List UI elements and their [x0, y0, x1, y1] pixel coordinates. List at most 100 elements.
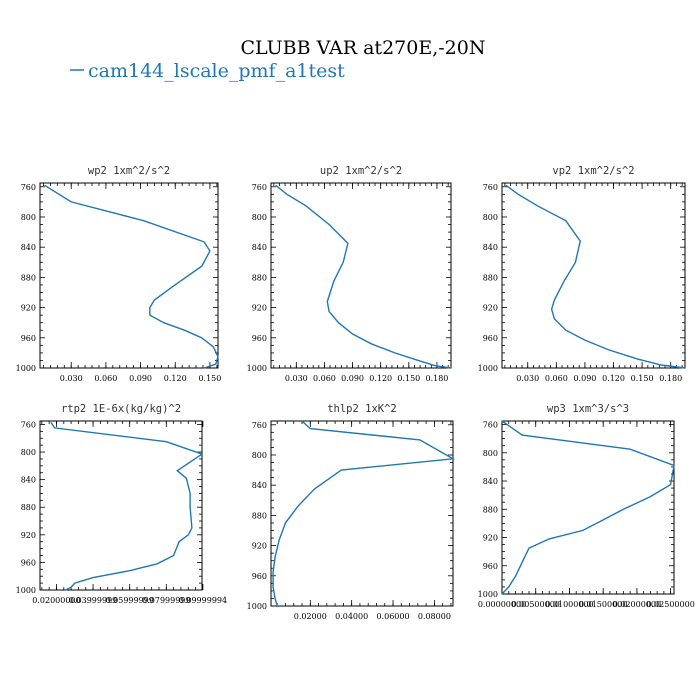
y-tick-label: 920 [483, 534, 498, 543]
y-tick-label: 840 [252, 481, 267, 490]
panel-title: thlp2 1xK^2 [327, 403, 397, 415]
series-line [275, 184, 452, 369]
x-tick-label: 0.02000000 [613, 600, 661, 609]
y-tick-label: 920 [252, 542, 267, 551]
panel-frame [39, 182, 219, 369]
y-tick-label: 760 [252, 421, 267, 430]
y-tick-label: 880 [483, 505, 498, 514]
x-tick-label: 0.150 [397, 374, 420, 383]
y-tick-label: 880 [21, 503, 36, 512]
panel-1: wp2 1xm^2/s^2 760 800 840 880 920 960 1000 0.030… [16, 165, 222, 383]
panel-2: up2 1xm^2/s^2 760 800 840 880 920 960 1000 0.030… [247, 165, 452, 383]
y-tick-label: 800 [483, 213, 498, 222]
x-tick-label: 0.00500000 [512, 600, 560, 609]
series-line [505, 184, 686, 369]
series-line [50, 422, 204, 591]
y-tick-label: 800 [21, 448, 36, 457]
series-line [501, 420, 675, 595]
x-tick-label: 0.030 [60, 374, 83, 383]
y-tick-label: 760 [21, 183, 36, 192]
y-tick-label: 920 [483, 304, 498, 313]
x-tick-label: 0.150 [198, 374, 221, 383]
panel-title: vp2 1xm^2/s^2 [552, 165, 634, 177]
x-tick-label: 0.04000 [335, 612, 368, 621]
y-tick-label: 960 [21, 334, 36, 343]
y-tick-label: 880 [21, 273, 36, 282]
x-tick-label: 0.060 [94, 374, 117, 383]
x-tick-label: 0.07999999 [142, 596, 190, 605]
panel-title: rtp2 1E-6x(kg/kg)^2 [61, 403, 181, 415]
x-tick-label: 0.02500000 [646, 600, 694, 609]
series-line [44, 184, 219, 369]
panel-frame [501, 420, 675, 595]
x-tick-label: 0.030 [285, 374, 308, 383]
panel-title: wp2 1xm^2/s^2 [88, 165, 170, 177]
x-tick-label: 0.060 [545, 374, 568, 383]
y-tick-label: 1000 [16, 364, 36, 373]
panel-title: up2 1xm^2/s^2 [320, 165, 402, 177]
series-line [272, 420, 456, 607]
y-tick-label: 1000 [478, 364, 498, 373]
x-tick-label: 0.180 [425, 374, 448, 383]
y-tick-label: 1000 [247, 602, 267, 611]
y-tick-label: 880 [252, 511, 267, 520]
panel-5: thlp2 1xK^2 760 800 840 880 920 960 1000 0.02000… [247, 403, 456, 621]
y-tick-label: 760 [21, 420, 36, 429]
panel-frame [270, 182, 452, 369]
y-tick-label: 880 [483, 273, 498, 282]
y-tick-label: 800 [483, 449, 498, 458]
x-tick-label: 0.090 [129, 374, 152, 383]
x-tick-label: 0.09999994 [179, 596, 227, 605]
y-tick-label: 960 [483, 334, 498, 343]
x-tick-label: 0.120 [164, 374, 187, 383]
x-tick-label: 0.06000 [376, 612, 409, 621]
y-tick-label: 760 [252, 183, 267, 192]
y-tick-label: 1000 [247, 364, 267, 373]
y-tick-label: 920 [252, 304, 267, 313]
x-tick-label: 0.060 [313, 374, 336, 383]
x-tick-label: 0.08000 [418, 612, 451, 621]
panels: wp2 1xm^2/s^2 760 800 840 880 920 960 1000 0.030… [16, 165, 695, 621]
x-tick-label: 0.02000000 [32, 596, 80, 605]
x-tick-label: 0.090 [341, 374, 364, 383]
x-tick-label: 0.01500000 [579, 600, 627, 609]
y-tick-label: 960 [21, 558, 36, 567]
y-tick-label: 960 [252, 572, 267, 581]
y-tick-label: 760 [483, 421, 498, 430]
y-tick-label: 800 [21, 213, 36, 222]
x-tick-label: 0.03999999 [69, 596, 117, 605]
y-tick-label: 840 [483, 243, 498, 252]
y-tick-label: 840 [483, 477, 498, 486]
y-tick-label: 1000 [478, 590, 498, 599]
x-tick-label: 0.00000000 [478, 600, 526, 609]
panel-4: rtp2 1E-6x(kg/kg)^2 760 800 840 880 920 960 100… [16, 403, 227, 605]
legend-label: cam144_lscale_pmf_a1test [88, 60, 345, 82]
x-tick-label: 0.05999999 [106, 596, 154, 605]
figure-title: CLUBB VAR at270E,-20N [241, 37, 486, 59]
panel-6: wp3 1xm^3/s^3 760 800 840 880 920 960 10000.000… [478, 403, 695, 609]
y-tick-label: 920 [21, 304, 36, 313]
y-tick-label: 800 [252, 451, 267, 460]
y-tick-label: 840 [21, 476, 36, 485]
y-tick-label: 840 [21, 243, 36, 252]
y-tick-label: 760 [483, 183, 498, 192]
y-tick-label: 920 [21, 531, 36, 540]
y-tick-label: 1000 [16, 586, 36, 595]
panel-frame [501, 182, 686, 369]
y-tick-label: 960 [252, 334, 267, 343]
x-tick-label: 0.120 [602, 374, 625, 383]
y-tick-label: 840 [252, 243, 267, 252]
x-tick-label: 0.120 [369, 374, 392, 383]
panel-title: wp3 1xm^3/s^3 [547, 403, 629, 415]
x-tick-label: 0.02000 [294, 612, 327, 621]
panel-frame [270, 420, 454, 607]
panel-frame [39, 420, 203, 591]
y-tick-label: 800 [252, 213, 267, 222]
x-tick-label: 0.150 [631, 374, 654, 383]
x-tick-label: 0.030 [516, 374, 539, 383]
panel-3: vp2 1xm^2/s^2 760 800 840 880 920 960 1000 0.030… [478, 165, 686, 383]
x-tick-label: 0.180 [659, 374, 682, 383]
x-tick-label: 0.090 [573, 374, 596, 383]
x-tick-label: 0.01000000 [545, 600, 593, 609]
